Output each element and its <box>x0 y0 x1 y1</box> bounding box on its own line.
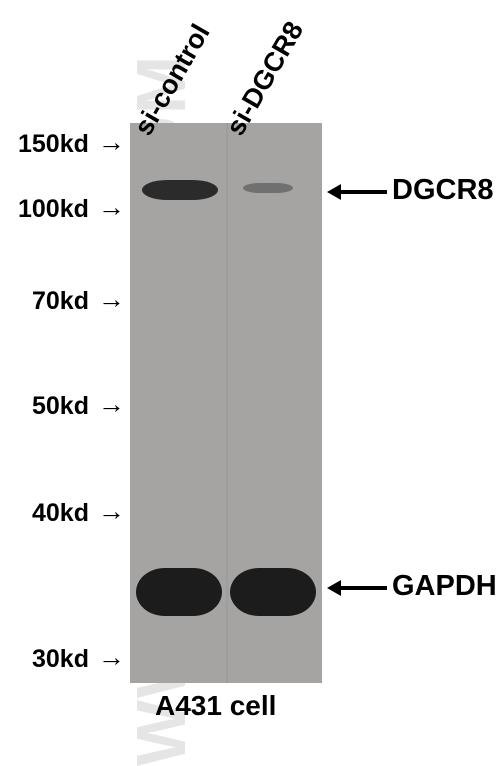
mw-arrow-icon: → <box>98 192 125 223</box>
band-label-dgcr8: DGCR8 <box>392 174 494 207</box>
band-dgcr8-control <box>142 180 218 200</box>
mw-50kd: 50kd <box>32 392 89 421</box>
arrow-line <box>339 190 387 194</box>
mw-arrow-icon: → <box>98 284 125 315</box>
sample-label: A431 cell <box>155 690 276 722</box>
mw-arrow-icon: → <box>98 496 125 527</box>
band-gapdh-knockdown <box>230 568 316 616</box>
mw-arrow-icon: → <box>98 642 125 673</box>
band-label-gapdh: GAPDH <box>392 570 497 603</box>
mw-40kd: 40kd <box>32 499 89 528</box>
mw-arrow-icon: → <box>98 127 125 158</box>
lane-divider <box>226 123 228 683</box>
arrow-line <box>339 586 387 590</box>
mw-70kd: 70kd <box>32 287 89 316</box>
band-gapdh-control <box>136 568 222 616</box>
mw-100kd: 100kd <box>18 195 89 224</box>
mw-arrow-icon: → <box>98 389 125 420</box>
band-dgcr8-knockdown <box>243 183 293 193</box>
western-blot-figure: WWW.PTGLAB.COM si-control si-DGCR8 150kd… <box>0 0 500 750</box>
mw-150kd: 150kd <box>18 130 89 159</box>
mw-30kd: 30kd <box>32 645 89 674</box>
